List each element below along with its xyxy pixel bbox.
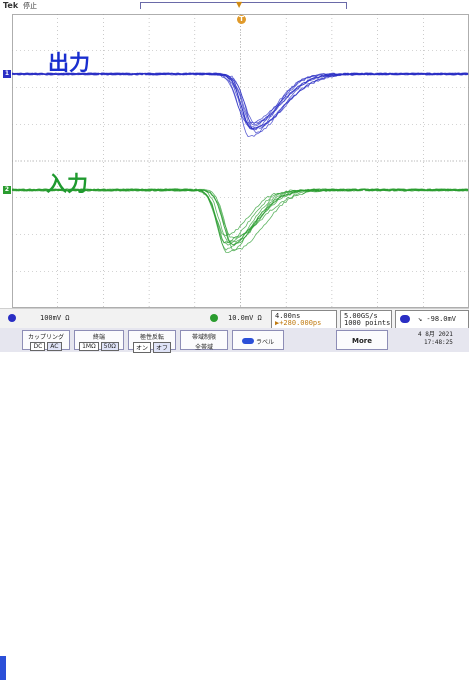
time-label: 17:48:25 <box>424 339 453 346</box>
bandwidth-value: 全帯域 <box>194 344 213 351</box>
label-button-text: ラベル <box>255 339 274 346</box>
record-view-bracket <box>140 2 347 9</box>
ch1-trace <box>11 72 469 125</box>
invert-button[interactable]: 極性反転 オン オフ <box>128 330 176 353</box>
ch1-color-swatch <box>8 314 16 322</box>
ch1-waveform <box>11 72 469 137</box>
ch2-scale[interactable]: 10.0mV Ω <box>228 314 262 322</box>
trigger-position-marker[interactable]: ▼ <box>236 0 243 9</box>
record-length: 1000 points <box>344 319 391 327</box>
trigger-time-badge: T <box>237 15 246 24</box>
ch1-ground-marker[interactable]: 1 <box>3 70 11 78</box>
waveform-graph <box>11 14 469 308</box>
termination-title: 終端 <box>92 334 105 341</box>
termination-1m[interactable]: 1MΩ <box>79 342 99 351</box>
ch2-trace <box>11 188 469 254</box>
bandwidth-button[interactable]: 帯域制限 全帯域 <box>180 330 228 351</box>
ch2-trace <box>11 188 469 246</box>
ch2-trace <box>11 188 469 251</box>
label-color-dot <box>242 338 255 344</box>
status-bar: Tek 停止 ▼ <box>0 0 469 14</box>
sample-rate: 5.00GS/s <box>344 312 378 320</box>
run-state-label: 停止 <box>23 2 37 10</box>
ch1-trace <box>11 72 469 128</box>
graticule <box>12 14 469 308</box>
channel-menu-indicator <box>0 656 6 680</box>
time-per-div: 4.00ns <box>275 312 301 320</box>
brand-label: Tek <box>3 1 19 10</box>
label-button[interactable]: ラベル <box>232 330 284 350</box>
ch2-ground-marker[interactable]: 2 <box>3 186 11 194</box>
bandwidth-title: 帯域制限 <box>191 334 216 341</box>
trigger-readout[interactable]: ↘ -98.0mV <box>395 310 469 329</box>
datetime: 4 8月 2021 17:48:25 <box>418 331 453 347</box>
invert-off[interactable]: オフ <box>153 342 172 353</box>
horizontal-readout[interactable]: 4.00ns ▶+280.000ps <box>271 310 337 329</box>
softkey-menu: カップリング DC AC 終端 1MΩ 50Ω 極性反転 オン オフ 帯域制限 全帯域… <box>0 328 469 680</box>
ch1-trace <box>11 72 469 124</box>
trigger-level: ↘ -98.0mV <box>418 315 456 323</box>
ch1-trace <box>11 72 469 125</box>
invert-title: 極性反転 <box>139 334 164 341</box>
waveform-display: 出力 入力 <box>11 14 469 308</box>
readout-bar: 100mV Ω 10.0mV Ω 4.00ns ▶+280.000ps 5.00… <box>0 308 469 329</box>
input-annotation: 入力 <box>46 172 88 196</box>
invert-on[interactable]: オン <box>132 342 151 353</box>
coupling-title: カップリング <box>27 334 64 341</box>
coupling-ac[interactable]: AC <box>47 342 62 351</box>
ch1-trace <box>11 72 469 131</box>
output-annotation: 出力 <box>48 51 90 75</box>
trigger-position: ▶+280.000ps <box>275 319 322 327</box>
termination-button[interactable]: 終端 1MΩ 50Ω <box>74 330 124 351</box>
trigger-source-swatch <box>400 315 410 323</box>
ch1-scale[interactable]: 100mV Ω <box>40 314 70 322</box>
termination-50[interactable]: 50Ω <box>100 342 119 351</box>
ch2-trace <box>11 188 468 246</box>
coupling-button[interactable]: カップリング DC AC <box>22 330 70 351</box>
coupling-dc[interactable]: DC <box>30 342 46 351</box>
acquisition-readout[interactable]: 5.00GS/s 1000 points <box>340 310 392 329</box>
date-label: 4 8月 2021 <box>418 331 453 338</box>
ch2-color-swatch <box>210 314 218 322</box>
more-button[interactable]: More <box>336 330 388 350</box>
ch2-waveform <box>11 188 469 254</box>
